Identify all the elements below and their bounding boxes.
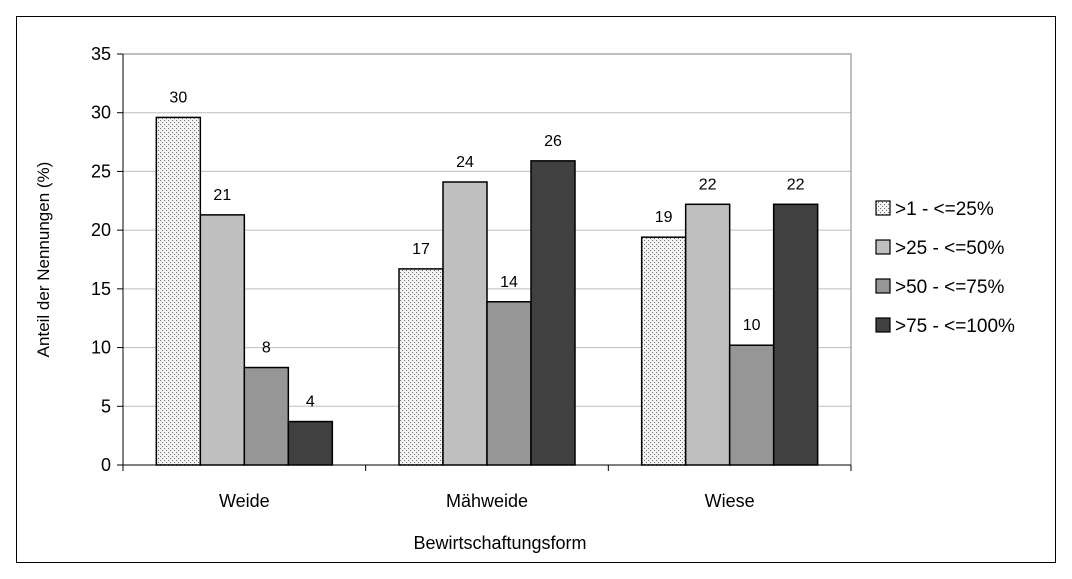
- bars: [155, 116, 819, 466]
- data-label: 14: [500, 274, 518, 291]
- legend-swatch: [875, 200, 891, 216]
- bar: [530, 160, 576, 466]
- y-tick-label: 5: [101, 396, 111, 416]
- data-label: 24: [456, 154, 474, 171]
- y-tick-label: 35: [91, 44, 111, 64]
- bar: [640, 236, 687, 466]
- bar: [728, 344, 775, 466]
- legend: >1 - <=25% >25 - <=50% >50 - <=75% >75 - <=…: [875, 199, 1015, 337]
- y-tick-label: 20: [91, 220, 111, 240]
- bar: [486, 301, 532, 466]
- bar: [199, 214, 246, 466]
- x-tick-label: Weide: [219, 491, 270, 511]
- bar: [442, 181, 488, 466]
- y-tick-label: 0: [101, 455, 111, 475]
- data-labels: 30 21 8 4 17 24 14 26 19 22 10 22: [169, 89, 804, 410]
- legend-label: >25 - <=50%: [895, 238, 1004, 259]
- data-label: 17: [412, 241, 430, 258]
- y-axis-title: Anteil der Nennungen (%): [34, 162, 53, 358]
- data-label: 30: [169, 89, 187, 106]
- y-tick-label: 10: [91, 338, 111, 358]
- legend-swatch: [875, 278, 891, 294]
- data-label: 4: [306, 394, 315, 411]
- bar: [684, 203, 731, 466]
- legend-swatch: [875, 239, 891, 255]
- data-label: 26: [544, 133, 562, 150]
- x-axis-title: Bewirtschaftungsform: [413, 533, 586, 553]
- bar: [398, 268, 444, 466]
- legend-swatch: [875, 317, 891, 333]
- y-tick-label: 25: [91, 161, 111, 181]
- data-label: 21: [213, 187, 231, 204]
- bar: [772, 203, 819, 466]
- y-tick-label: 15: [91, 279, 111, 299]
- bar: [155, 116, 202, 466]
- data-label: 22: [787, 176, 805, 193]
- bar: [287, 420, 334, 466]
- legend-label: >1 - <=25%: [895, 199, 994, 220]
- data-label: 10: [743, 317, 761, 334]
- bar: [243, 366, 290, 466]
- data-label: 22: [699, 176, 717, 193]
- x-tick-label: Wiese: [705, 491, 755, 511]
- data-label: 8: [262, 340, 271, 357]
- data-label: 19: [655, 209, 673, 226]
- axes: 0 5 10 15 20 25 30 35 Weide Mähweide Wiese: [91, 44, 852, 511]
- legend-label: >75 - <=100%: [895, 316, 1015, 337]
- legend-label: >50 - <=75%: [895, 277, 1004, 298]
- x-tick-label: Mähweide: [446, 491, 528, 511]
- y-tick-label: 30: [91, 103, 111, 123]
